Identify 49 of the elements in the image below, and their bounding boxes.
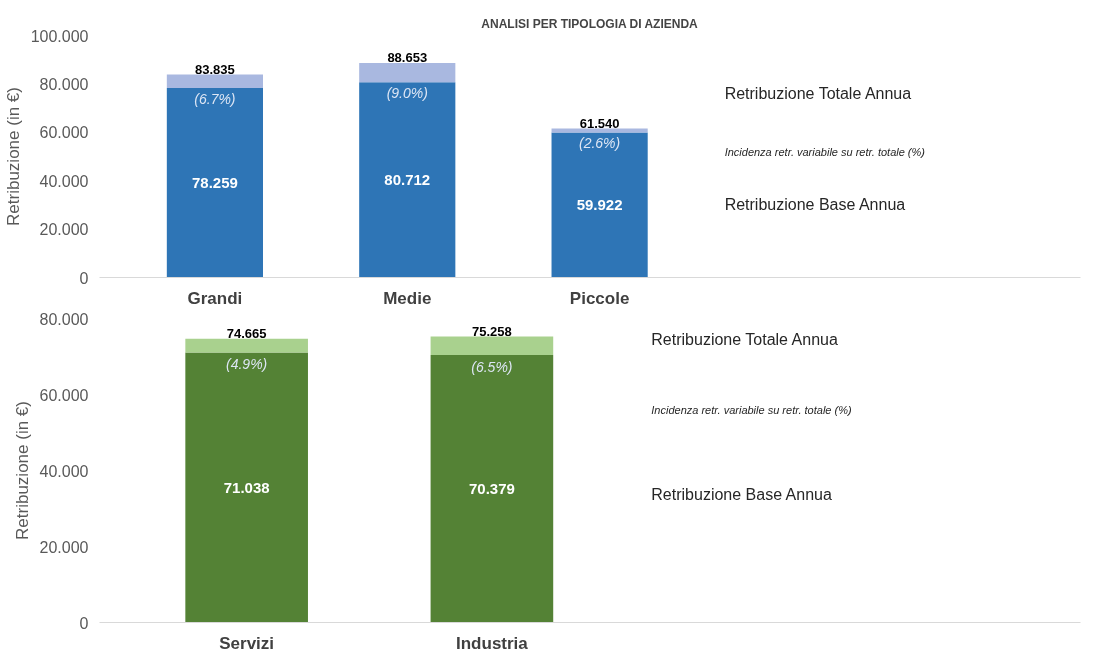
y-axis-title: Retribuzione (in €) [3, 87, 23, 226]
y-tick-label: 100.000 [30, 27, 89, 45]
bar [359, 82, 456, 278]
annotation: (6.7%) [194, 91, 236, 108]
y-tick-label: 80.000 [39, 75, 89, 93]
y-tick-label: 40.000 [39, 462, 89, 480]
data-label: 70.379 [468, 479, 515, 497]
chart-title: ANALISI PER TIPOLOGIA DI AZIENDA [481, 16, 699, 31]
annotation: (9.0%) [386, 85, 428, 102]
text: Retribuzione Totale Annua [651, 331, 838, 349]
annotation: (4.9%) [226, 356, 268, 373]
bar [359, 62, 456, 83]
bar [185, 352, 308, 623]
text: Retribuzione Base Annua [724, 196, 906, 214]
bar [185, 338, 308, 353]
data-label: 71.038 [223, 478, 270, 496]
y-axis-title: Retribuzione (in €) [12, 401, 32, 540]
x-tick-label: Medie [383, 288, 432, 308]
y-tick-label: 40.000 [39, 172, 89, 190]
data-label: 59.922 [576, 195, 623, 213]
y-tick-label: 60.000 [39, 124, 89, 142]
y-tick-label: 20.000 [39, 221, 89, 239]
x-tick-label: Servizi [219, 633, 275, 653]
x-tick-label: Piccole [569, 288, 630, 308]
y-tick-label: 0 [79, 269, 89, 287]
total-label: 75.258 [472, 323, 512, 339]
bar [551, 132, 648, 278]
text: Retribuzione Totale Annua [724, 85, 912, 103]
annotation: (6.5%) [471, 358, 513, 375]
y-tick-label: 80.000 [39, 310, 89, 328]
bar [430, 336, 554, 356]
total-label: 74.665 [226, 325, 267, 341]
annotation: (2.6%) [579, 135, 621, 152]
total-label: 88.653 [387, 50, 428, 66]
y-tick-label: 20.000 [39, 538, 89, 556]
text: Incidenza retr. variabile su retr. totale (%) [724, 145, 926, 158]
x-tick-label: Industria [456, 633, 529, 653]
bar [166, 74, 263, 89]
data-label: 78.259 [191, 173, 238, 191]
x-tick-label: Grandi [187, 288, 243, 308]
text: Incidenza retr. variabile su retr. totale (%) [651, 403, 852, 416]
total-label: 83.835 [195, 61, 235, 77]
bar [166, 88, 263, 278]
total-label: 61.540 [579, 115, 620, 131]
data-label: 80.712 [384, 170, 431, 188]
bar [430, 355, 554, 623]
y-tick-label: 60.000 [39, 386, 89, 404]
y-tick-label: 0 [79, 614, 89, 632]
text: Retribuzione Base Annua [651, 486, 832, 504]
